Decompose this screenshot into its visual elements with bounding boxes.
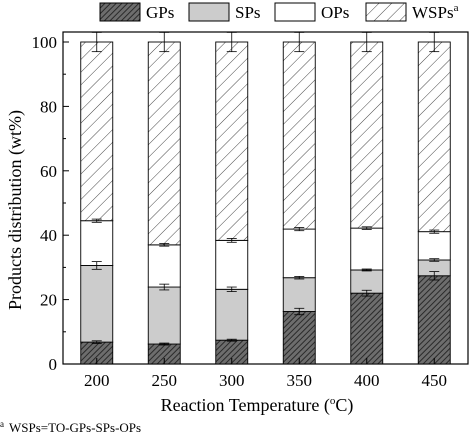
error-bar-ops-250 bbox=[159, 243, 170, 247]
error-bar-gps-250 bbox=[159, 342, 170, 346]
legend-swatch-sps bbox=[188, 2, 230, 22]
legend-label-wsps: WSPsa bbox=[412, 2, 459, 22]
error-bar-gps-200 bbox=[91, 340, 102, 344]
error-bar-sps-300 bbox=[226, 286, 237, 292]
y-tick-label-80: 80 bbox=[40, 97, 57, 116]
error-bar-sps-350 bbox=[294, 276, 305, 280]
footnote-marker: a bbox=[0, 419, 4, 429]
bar-gps-350 bbox=[282, 311, 316, 365]
error-bar-sps-200 bbox=[91, 261, 102, 270]
legend-item-gps: GPs bbox=[99, 2, 174, 22]
legend: GPs SPs OPs WSPsa bbox=[99, 2, 459, 22]
bar-ops-250 bbox=[147, 244, 181, 288]
error-bar-ops-200 bbox=[91, 218, 102, 223]
bar-wsps-350 bbox=[282, 41, 316, 230]
legend-item-wsps: WSPsa bbox=[365, 2, 459, 22]
y-tick-label-100: 100 bbox=[32, 33, 58, 52]
x-axis-title-text: Reaction Temperature ( bbox=[161, 395, 330, 416]
y-tick-label-20: 20 bbox=[40, 291, 57, 310]
legend-swatch-ops bbox=[274, 2, 316, 22]
bar-sps-300 bbox=[215, 288, 249, 341]
legend-label-ops: OPs bbox=[321, 3, 349, 22]
bar-ops-450 bbox=[417, 231, 451, 261]
error-bar-wsps-400 bbox=[361, 31, 372, 53]
legend-label-gps: GPs bbox=[146, 3, 174, 22]
error-bar-wsps-350 bbox=[294, 31, 305, 53]
legend-item-ops: OPs bbox=[274, 2, 349, 22]
bar-ops-400 bbox=[350, 227, 384, 271]
bar-wsps-400 bbox=[350, 41, 384, 229]
error-bar-sps-400 bbox=[361, 268, 372, 272]
error-bar-wsps-200 bbox=[91, 31, 102, 53]
bar-wsps-450 bbox=[417, 41, 451, 233]
bars bbox=[80, 41, 451, 365]
plot-frame bbox=[62, 31, 469, 365]
y-axis-title: Products distribution (wt%) bbox=[5, 110, 26, 310]
x-tick-label-450: 450 bbox=[422, 371, 448, 390]
legend-item-sps: SPs bbox=[188, 2, 261, 22]
error-bar-gps-400 bbox=[361, 289, 372, 297]
error-bar-sps-450 bbox=[429, 258, 440, 262]
x-axis-title-unit: o bbox=[330, 395, 336, 407]
error-bars bbox=[91, 31, 440, 346]
plot-border bbox=[62, 31, 469, 365]
legend-swatch-wsps bbox=[365, 2, 407, 22]
x-tick-label-250: 250 bbox=[152, 371, 178, 390]
error-bar-gps-450 bbox=[429, 271, 440, 281]
error-bar-wsps-300 bbox=[226, 31, 237, 53]
error-bar-ops-400 bbox=[361, 226, 372, 230]
x-tick-label-350: 350 bbox=[287, 371, 313, 390]
x-tick-label-300: 300 bbox=[219, 371, 245, 390]
x-axis-title-suffix: C) bbox=[335, 395, 353, 416]
bar-sps-400 bbox=[350, 269, 384, 294]
legend-swatch-gps bbox=[99, 2, 141, 22]
bar-wsps-250 bbox=[147, 41, 181, 246]
error-bar-sps-250 bbox=[159, 283, 170, 291]
legend-superscript: a bbox=[454, 2, 459, 14]
x-tick-label-200: 200 bbox=[84, 371, 110, 390]
legend-label-sps: SPs bbox=[235, 3, 261, 22]
bar-ops-350 bbox=[282, 228, 316, 279]
footnote-text: WSPs=TO-GPs-SPs-OPs bbox=[9, 420, 141, 435]
x-tick-label-400: 400 bbox=[354, 371, 380, 390]
y-tick-label-60: 60 bbox=[40, 162, 57, 181]
y-tick-label-0: 0 bbox=[49, 355, 58, 374]
bar-sps-350 bbox=[282, 277, 316, 312]
bar-gps-400 bbox=[350, 292, 384, 365]
x-axis-title: Reaction Temperature (oC) bbox=[161, 395, 354, 416]
error-bar-wsps-250 bbox=[159, 31, 170, 53]
axes: 0 20 40 60 80 100 200 250 300 350 400 450 bbox=[32, 33, 448, 390]
error-bar-ops-300 bbox=[226, 238, 237, 243]
bar-sps-250 bbox=[147, 286, 181, 345]
error-bar-ops-350 bbox=[294, 227, 305, 232]
error-bar-wsps-450 bbox=[429, 31, 440, 53]
error-bar-gps-300 bbox=[226, 338, 237, 342]
bar-sps-200 bbox=[80, 265, 114, 343]
y-tick-label-40: 40 bbox=[40, 226, 57, 245]
bar-ops-200 bbox=[80, 220, 114, 266]
bar-wsps-300 bbox=[215, 41, 249, 241]
bar-gps-450 bbox=[417, 275, 451, 365]
bar-wsps-200 bbox=[80, 41, 114, 222]
bar-ops-300 bbox=[215, 239, 249, 290]
error-bar-ops-450 bbox=[429, 229, 440, 234]
error-bar-gps-350 bbox=[294, 307, 305, 316]
footnote: a WSPs=TO-GPs-SPs-OPs bbox=[0, 419, 141, 435]
